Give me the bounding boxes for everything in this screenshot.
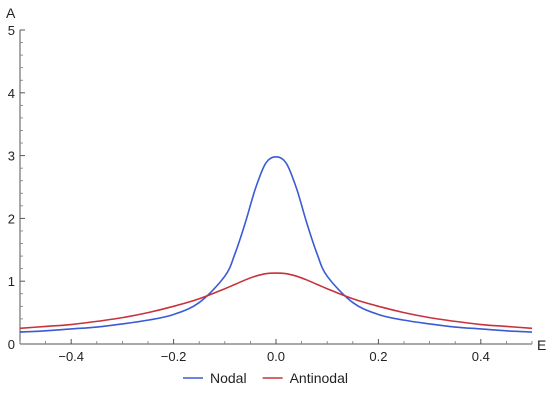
x-tick-label: 0.2 — [369, 349, 387, 364]
y-tick-label: 1 — [8, 274, 15, 289]
y-tick-label: 5 — [8, 23, 15, 38]
y-tick-label: 4 — [8, 86, 15, 101]
x-tick-label: −0.2 — [161, 349, 187, 364]
x-tick-label: 0.0 — [267, 349, 285, 364]
series-line-nodal — [19, 156, 533, 333]
legend-label-nodal: Nodal — [210, 370, 247, 386]
y-tick-label: 0 — [8, 337, 15, 352]
legend: Nodal Antinodal — [183, 370, 348, 386]
y-tick-label: 3 — [8, 149, 15, 164]
y-tick-label: 2 — [8, 211, 15, 226]
legend-label-antinodal: Antinodal — [290, 370, 348, 386]
series-layer — [19, 156, 533, 333]
ticks: −0.4 −0.2 0.0 0.2 0.4 0 1 2 3 4 5 — [8, 23, 533, 364]
x-tick-label: 0.4 — [472, 349, 490, 364]
y-axis-label: A — [6, 5, 16, 21]
series-line-antinodal — [19, 272, 533, 330]
x-tick-label: −0.4 — [58, 349, 84, 364]
x-axis-label: E — [537, 337, 546, 353]
axes — [19, 30, 532, 345]
